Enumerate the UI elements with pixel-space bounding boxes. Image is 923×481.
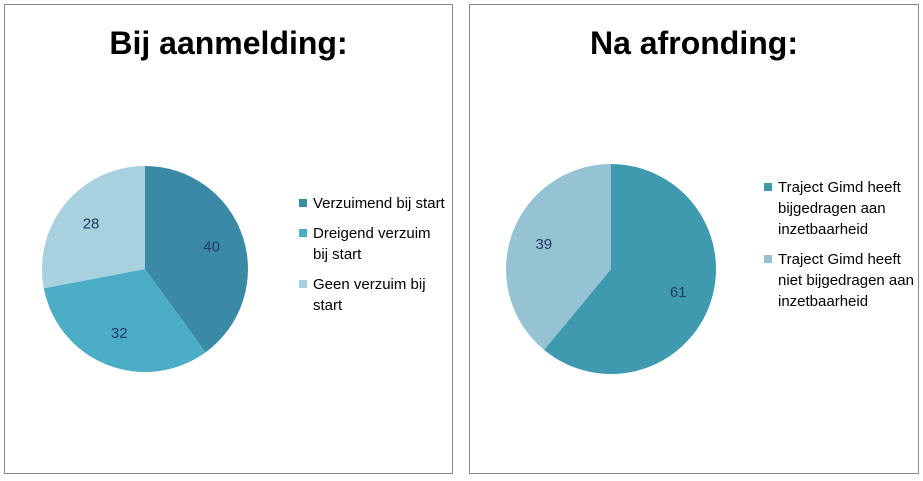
- legend-item: Traject Gimd heeft bijgedragen aan inzet…: [764, 177, 914, 240]
- pie-slice: [544, 164, 716, 375]
- pie-data-label: 28: [83, 215, 100, 232]
- pie-slice: [43, 269, 206, 372]
- chart-panel-right: Na afronding: 61 39 Traject Gimd heeft bi…: [469, 4, 919, 474]
- legend-right: Traject Gimd heeft bijgedragen aan inzet…: [764, 177, 914, 321]
- legend-swatch: [764, 183, 772, 191]
- legend-swatch: [299, 199, 307, 207]
- legend-label: Traject Gimd heeft niet bijgedragen aan …: [778, 251, 914, 310]
- chart-panel-left: Bij aanmelding: 40 32 28 Verzuimend bij st…: [4, 4, 453, 474]
- legend-swatch: [299, 229, 307, 237]
- pie-data-label: 32: [111, 325, 128, 342]
- pie-data-label: 40: [203, 238, 220, 255]
- legend-item: Geen verzuim bij start: [299, 274, 449, 316]
- legend-item: Traject Gimd heeft niet bijgedragen aan …: [764, 249, 914, 312]
- legend-item: Verzuimend bij start: [299, 193, 449, 214]
- pie-data-label: 39: [535, 236, 552, 253]
- legend-left: Verzuimend bij start Dreigend verzuim bi…: [299, 193, 449, 325]
- pie-chart-right: 61 39: [506, 164, 716, 375]
- chart-title: Na afronding:: [590, 25, 798, 61]
- pie-data-label: 61: [670, 284, 687, 301]
- pie-slice: [506, 164, 611, 350]
- legend-label: Traject Gimd heeft bijgedragen aan inzet…: [778, 179, 901, 238]
- pie-slice: [145, 166, 248, 353]
- legend-item: Dreigend verzuim bij start: [299, 223, 449, 265]
- pie-slice: [41, 166, 145, 289]
- legend-label: Verzuimend bij start: [313, 195, 445, 212]
- legend-swatch: [299, 280, 307, 288]
- legend-label: Dreigend verzuim bij start: [313, 225, 431, 263]
- chart-title: Bij aanmelding:: [109, 25, 348, 61]
- legend-swatch: [764, 255, 772, 263]
- pie-chart-left: 40 32 28: [41, 166, 248, 372]
- legend-label: Geen verzuim bij start: [313, 276, 426, 314]
